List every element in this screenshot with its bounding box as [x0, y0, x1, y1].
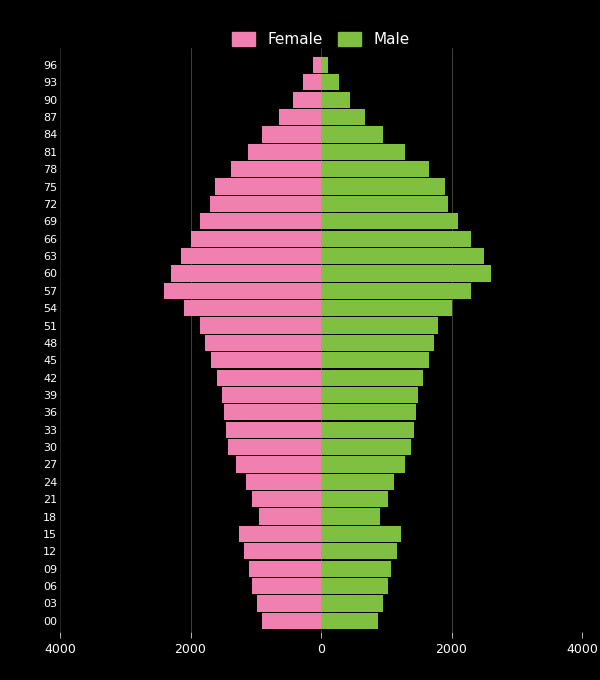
Bar: [184, 300, 321, 316]
Bar: [321, 318, 439, 334]
Bar: [321, 405, 416, 420]
Bar: [191, 231, 321, 247]
Bar: [321, 439, 411, 455]
Bar: [262, 613, 321, 629]
Bar: [210, 196, 321, 212]
Bar: [293, 92, 321, 108]
Bar: [259, 509, 321, 525]
Bar: [229, 439, 321, 455]
Bar: [239, 526, 321, 542]
Bar: [217, 369, 321, 386]
Bar: [321, 178, 445, 194]
Bar: [304, 74, 321, 90]
Bar: [321, 57, 328, 73]
Bar: [224, 405, 321, 420]
Bar: [200, 214, 321, 229]
Bar: [246, 474, 321, 490]
Bar: [321, 422, 415, 438]
Bar: [321, 300, 452, 316]
Bar: [321, 526, 401, 542]
Bar: [321, 335, 434, 351]
Bar: [253, 491, 321, 507]
Bar: [164, 283, 321, 299]
Bar: [200, 318, 321, 334]
Bar: [321, 578, 388, 594]
Bar: [321, 126, 383, 143]
Bar: [181, 248, 321, 264]
Bar: [321, 456, 404, 473]
Bar: [321, 474, 394, 490]
Bar: [244, 543, 321, 560]
Bar: [253, 578, 321, 594]
Bar: [321, 613, 378, 629]
Bar: [321, 161, 428, 177]
Bar: [278, 109, 321, 125]
Bar: [321, 387, 418, 403]
Bar: [321, 265, 491, 282]
Bar: [321, 596, 383, 611]
Bar: [321, 196, 448, 212]
Bar: [262, 126, 321, 143]
Bar: [313, 57, 321, 73]
Bar: [321, 283, 471, 299]
Bar: [321, 491, 388, 507]
Bar: [321, 143, 404, 160]
Bar: [321, 74, 338, 90]
Bar: [321, 560, 391, 577]
Bar: [321, 369, 424, 386]
Bar: [215, 178, 321, 194]
Bar: [222, 387, 321, 403]
Bar: [321, 214, 458, 229]
Bar: [321, 92, 350, 108]
Bar: [321, 352, 428, 369]
Bar: [205, 335, 321, 351]
Bar: [248, 143, 321, 160]
Bar: [321, 509, 380, 525]
Bar: [171, 265, 321, 282]
Bar: [231, 161, 321, 177]
Bar: [226, 422, 321, 438]
Bar: [321, 231, 471, 247]
Bar: [257, 596, 321, 611]
Bar: [321, 109, 365, 125]
Bar: [321, 248, 484, 264]
Bar: [321, 543, 397, 560]
Legend: Female, Male: Female, Male: [226, 26, 416, 53]
Bar: [249, 560, 321, 577]
Bar: [236, 456, 321, 473]
Bar: [211, 352, 321, 369]
